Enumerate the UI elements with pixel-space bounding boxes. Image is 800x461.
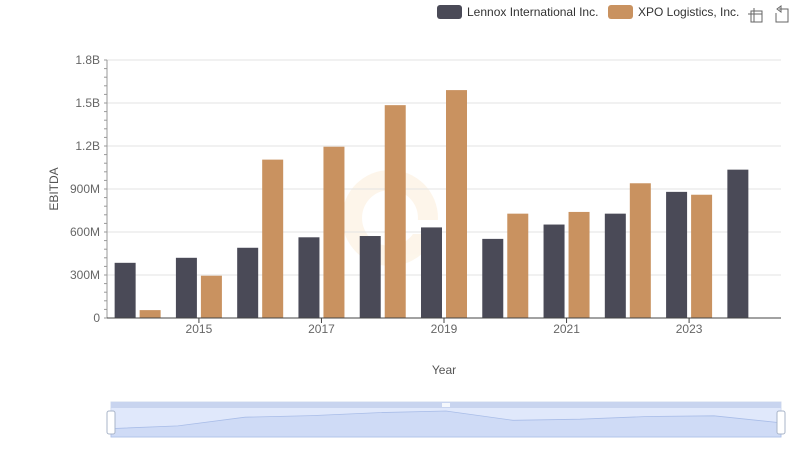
legend-label-xpo: XPO Logistics, Inc. [638,5,739,19]
slider-move-handle[interactable] [442,403,450,407]
slider-preview-line [110,410,782,438]
bar-xpo-2015[interactable] [200,275,222,318]
bar-lennox-2019[interactable] [421,227,442,318]
y-tick-label: 0 [93,311,100,325]
legend-swatch-lennox [437,5,462,19]
bar-xpo-2016[interactable] [262,159,284,318]
bar-lennox-2023[interactable] [666,191,688,318]
y-axis: 0 300M 600M 900M 1.2B 1.5B 1.8B [70,53,108,325]
bar-lennox-2017[interactable] [298,237,320,318]
legend-item-xpo[interactable]: XPO Logistics, Inc. [608,5,739,19]
legend-label-lennox: Lennox International Inc. [467,5,598,19]
legend-item-lennox[interactable]: Lennox International Inc. [437,5,598,19]
bar-lennox-2014[interactable] [114,262,136,318]
y-tick-label: 1.8B [75,53,100,67]
slider-handle-left[interactable] [106,410,116,435]
y-tick-label: 300M [70,268,100,282]
bar-lennox-2016[interactable] [237,247,259,318]
bar-lennox-2015[interactable] [175,257,197,318]
y-axis-title: EBITDA [47,167,61,210]
y-tick-label: 1.2B [75,139,100,153]
slider-handle-right[interactable] [776,410,786,435]
bar-lennox-2022[interactable] [604,213,626,318]
x-tick-label: 2021 [553,322,580,336]
bar-lennox-2018[interactable] [359,236,381,318]
bar-lennox-2021[interactable] [543,224,565,318]
bars [114,90,749,319]
bar-xpo-2017[interactable] [323,146,345,318]
zoom-icon[interactable] [748,8,763,23]
bar-xpo-2022[interactable] [629,183,651,318]
bar-lennox-2024[interactable] [727,169,749,318]
data-zoom-slider[interactable] [106,401,786,438]
bar-xpo-2014[interactable] [139,310,161,318]
y-tick-label: 900M [70,182,100,196]
y-tick-label: 1.5B [75,96,100,110]
x-axis: 2015 2017 2019 2021 2023 [107,317,781,336]
y-tick-label: 600M [70,225,100,239]
x-tick-label: 2023 [676,322,703,336]
legend: Lennox International Inc. XPO Logistics,… [437,5,739,19]
bar-lennox-2020[interactable] [482,238,504,318]
bar-xpo-2018[interactable] [384,105,406,319]
x-tick-label: 2015 [186,322,213,336]
legend-swatch-xpo [608,5,633,19]
x-tick-label: 2017 [308,322,335,336]
bar-xpo-2020[interactable] [507,213,529,318]
gridlines [107,59,781,276]
bar-xpo-2019[interactable] [446,90,467,318]
x-tick-label: 2019 [431,322,458,336]
restore-icon[interactable] [775,5,789,23]
bar-xpo-2021[interactable] [568,211,590,318]
x-axis-title: Year [432,363,456,377]
bar-xpo-2023[interactable] [691,194,713,318]
